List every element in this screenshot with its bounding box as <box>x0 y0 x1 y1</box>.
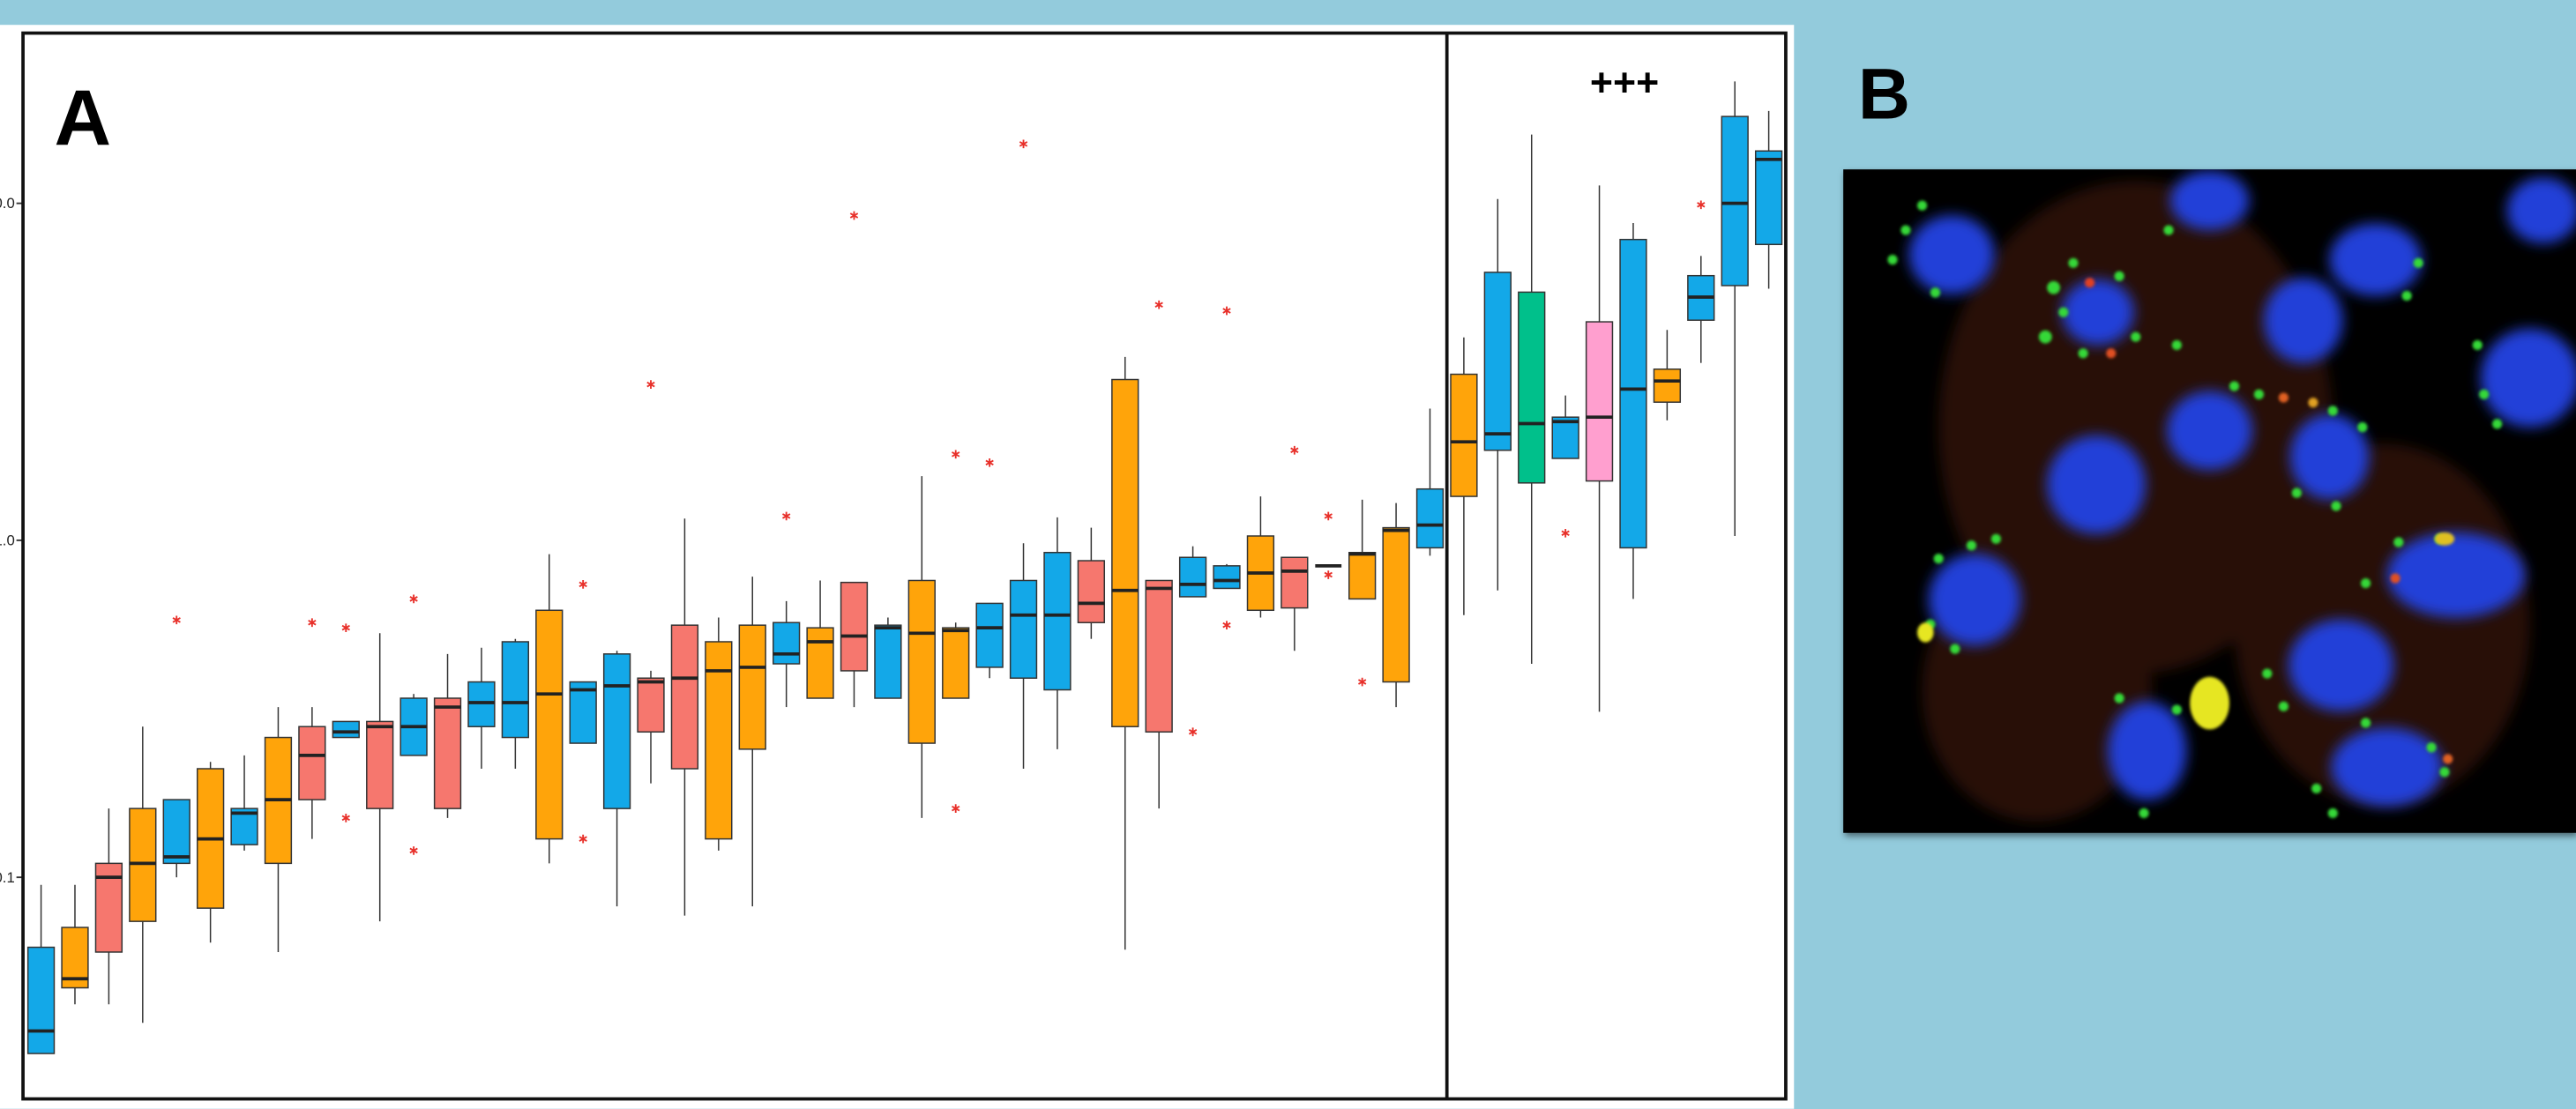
box <box>1178 556 1207 598</box>
box <box>1281 556 1309 609</box>
box <box>1721 115 1749 287</box>
outlier <box>1561 528 1570 538</box>
box <box>1619 238 1647 549</box>
box <box>942 627 970 699</box>
outlier <box>1697 200 1706 210</box>
box <box>1551 416 1579 459</box>
box <box>975 602 1004 668</box>
outlier <box>1324 570 1333 579</box>
box <box>738 624 766 750</box>
box <box>501 641 529 739</box>
box <box>1043 552 1071 691</box>
box <box>637 677 665 733</box>
box <box>298 726 326 800</box>
outlier <box>1154 300 1163 309</box>
outlier <box>1357 677 1367 687</box>
outlier <box>172 615 181 625</box>
outlier <box>1188 727 1198 737</box>
outlier <box>341 623 350 633</box>
box <box>1348 552 1377 600</box>
outlier <box>1290 445 1299 455</box>
box <box>332 720 360 739</box>
outlier <box>579 834 587 844</box>
box <box>535 609 564 840</box>
outlier <box>1324 511 1333 521</box>
box <box>1450 373 1478 497</box>
outlier <box>646 380 655 389</box>
outlier <box>1222 621 1231 630</box>
group-label: +++ <box>1590 61 1659 104</box>
box <box>26 946 56 1054</box>
panel-label: B <box>1858 54 1910 134</box>
box <box>1518 291 1546 484</box>
box <box>705 641 733 840</box>
box <box>1009 579 1038 679</box>
box <box>467 681 496 727</box>
box <box>806 627 834 699</box>
box <box>1382 526 1410 683</box>
outlier <box>308 618 317 628</box>
plot-frame <box>21 31 1788 1101</box>
y-tick-label: 10.0 <box>0 195 15 212</box>
outlier <box>952 804 960 813</box>
box <box>1415 488 1445 549</box>
plot-area: 10.0 1.0 0.1 +++ <box>0 33 1783 1099</box>
box <box>773 621 801 665</box>
outlier <box>849 211 859 220</box>
box <box>1585 321 1614 482</box>
outlier <box>985 458 994 467</box>
y-tick-label: 1.0 <box>0 532 15 548</box>
box <box>366 720 394 809</box>
box <box>433 697 462 809</box>
outlier <box>1222 306 1231 316</box>
outlier <box>409 846 418 855</box>
outlier <box>579 580 587 589</box>
panel-a-background <box>0 25 1795 1109</box>
box <box>907 579 936 744</box>
outlier <box>1019 139 1028 149</box>
y-tick-label: 0.1 <box>0 869 15 886</box>
box <box>569 681 597 744</box>
outlier <box>341 814 350 822</box>
box <box>162 799 190 865</box>
box <box>1077 560 1106 623</box>
box <box>1483 272 1512 451</box>
box <box>1213 565 1241 590</box>
box <box>840 581 869 672</box>
micrograph-content <box>1887 171 2576 822</box>
box <box>874 624 902 699</box>
panel-label: A <box>54 73 111 161</box>
box <box>1754 150 1783 246</box>
outlier <box>781 511 791 521</box>
box <box>670 624 699 770</box>
box <box>1653 368 1682 403</box>
outlier <box>409 594 418 604</box>
box <box>1111 378 1139 727</box>
box <box>602 653 631 809</box>
box <box>1145 579 1173 733</box>
outlier <box>952 450 960 459</box>
